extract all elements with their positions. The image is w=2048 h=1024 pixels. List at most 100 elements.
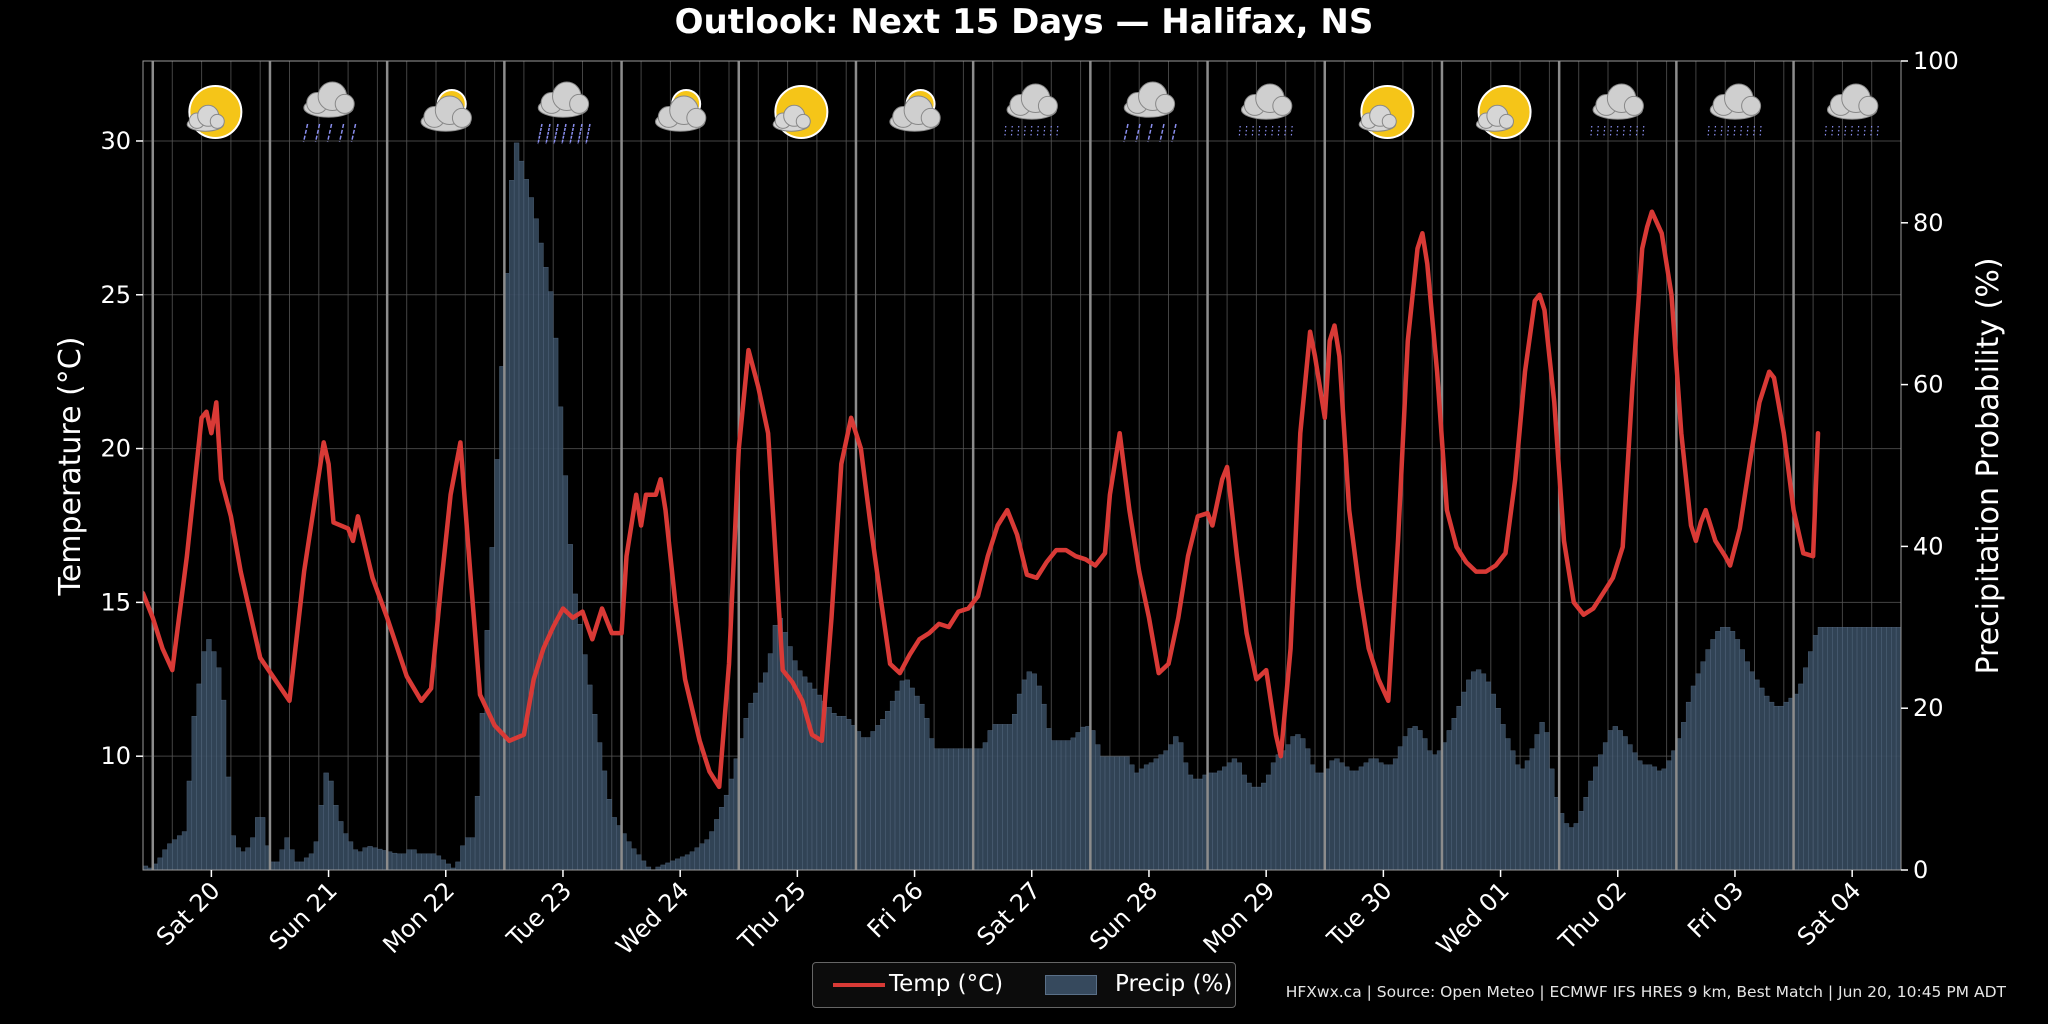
precip-bar (1109, 756, 1115, 870)
precip-bar (538, 242, 544, 870)
precip-bar (904, 679, 910, 870)
precip-bar (1739, 649, 1745, 870)
precip-bar (1876, 627, 1882, 870)
temp-line (143, 209, 1821, 790)
precip-bar (933, 748, 940, 870)
precip-bar (767, 653, 774, 870)
x-tick-label: Sat 27 (971, 876, 1046, 951)
drizzle-drop (1707, 125, 1710, 139)
precip-bar (870, 731, 876, 870)
precip-bar (1822, 627, 1828, 870)
precip-bar (1656, 770, 1662, 870)
drizzle-drop (1603, 125, 1606, 139)
drizzle-drop (1590, 125, 1593, 139)
precip-bar (220, 699, 227, 870)
precip-bar (1173, 736, 1179, 870)
precip-bar (1046, 728, 1052, 870)
precip-bar (352, 849, 359, 870)
precip-bar (391, 852, 398, 870)
precip-bar (1270, 762, 1277, 870)
precip-bar (1812, 635, 1819, 870)
drizzle-icon (1004, 83, 1059, 139)
precip-bar (1651, 766, 1658, 870)
cloud-shape (334, 93, 355, 114)
precip-bar (518, 160, 525, 870)
precip-bar (1871, 627, 1877, 870)
precip-bar (1612, 726, 1618, 870)
precip-bar (509, 180, 515, 870)
precip-bar (704, 839, 710, 870)
precip-bar (601, 770, 608, 870)
precip-bar (1861, 627, 1868, 870)
precip-bar (1124, 756, 1130, 870)
precip-bar (1524, 760, 1531, 870)
precip-bar (728, 778, 735, 870)
precip-bar (1031, 673, 1037, 870)
rain-drop (1135, 123, 1141, 143)
precip-bar (1519, 768, 1526, 870)
precip-bar (1358, 766, 1365, 870)
precip-bar (1329, 760, 1335, 870)
precip-bar (523, 179, 529, 870)
precip-bar (445, 863, 451, 870)
precip-bar (1641, 764, 1648, 870)
precip-bar (929, 738, 935, 870)
rain-drop (585, 123, 591, 145)
precip-bar (660, 864, 666, 870)
precip-bar (1187, 774, 1194, 870)
precip-bar (1153, 758, 1159, 870)
precip-bar (1236, 762, 1242, 870)
precip-bar (1222, 766, 1228, 870)
precip-bar (1851, 627, 1858, 870)
precip-bar (1348, 770, 1355, 870)
cloud-shape (686, 107, 707, 128)
precip-bar (1754, 679, 1760, 870)
precip-bar (1431, 754, 1438, 870)
precip-bar (548, 291, 554, 870)
precip-bar (1251, 786, 1257, 870)
precip-bar (1734, 639, 1741, 870)
precip-bar (1158, 754, 1164, 870)
precip-bar (333, 805, 339, 870)
precip-bar (899, 680, 906, 870)
precip-bar (582, 654, 588, 870)
precip-bar (1627, 744, 1633, 870)
precip-bar (372, 847, 378, 870)
precip-bar (1456, 705, 1462, 870)
y-left-tick-label: 15 (100, 588, 131, 616)
precip-bar (943, 748, 949, 870)
precip-bar (299, 861, 305, 870)
precip-bar (938, 748, 945, 870)
drizzle-drop (1850, 125, 1853, 139)
precip-bar (626, 841, 632, 870)
precip-bar (1661, 768, 1667, 870)
precip-bar (772, 625, 779, 870)
sun-cloud-icon (772, 85, 829, 139)
precip-bar (865, 737, 871, 870)
precip-bar (201, 651, 207, 870)
precip-bar (1544, 732, 1550, 870)
precip-bar (1427, 750, 1433, 870)
precip-bar (577, 624, 583, 870)
precip-bar (758, 682, 764, 870)
precip-bar (636, 854, 642, 870)
precip-bar (831, 713, 837, 870)
precip-bar (1764, 695, 1770, 870)
precip-bar (1842, 627, 1848, 870)
precip-bar (216, 667, 222, 870)
drizzle-drop (1622, 125, 1625, 139)
precip-bar (1119, 756, 1125, 870)
precip-bar (948, 748, 954, 870)
precip-bar (1099, 756, 1106, 870)
drizzle-drop (1857, 125, 1860, 139)
precip-bar (1412, 726, 1418, 870)
drizzle-drop (1642, 125, 1645, 139)
precip-bar (1231, 758, 1238, 870)
rain-drop (350, 123, 357, 143)
precip-bar (1265, 774, 1272, 870)
precip-bar (841, 716, 847, 870)
precip-bar (1241, 774, 1247, 870)
precip-bar (455, 861, 461, 870)
precip-bar (640, 860, 647, 870)
